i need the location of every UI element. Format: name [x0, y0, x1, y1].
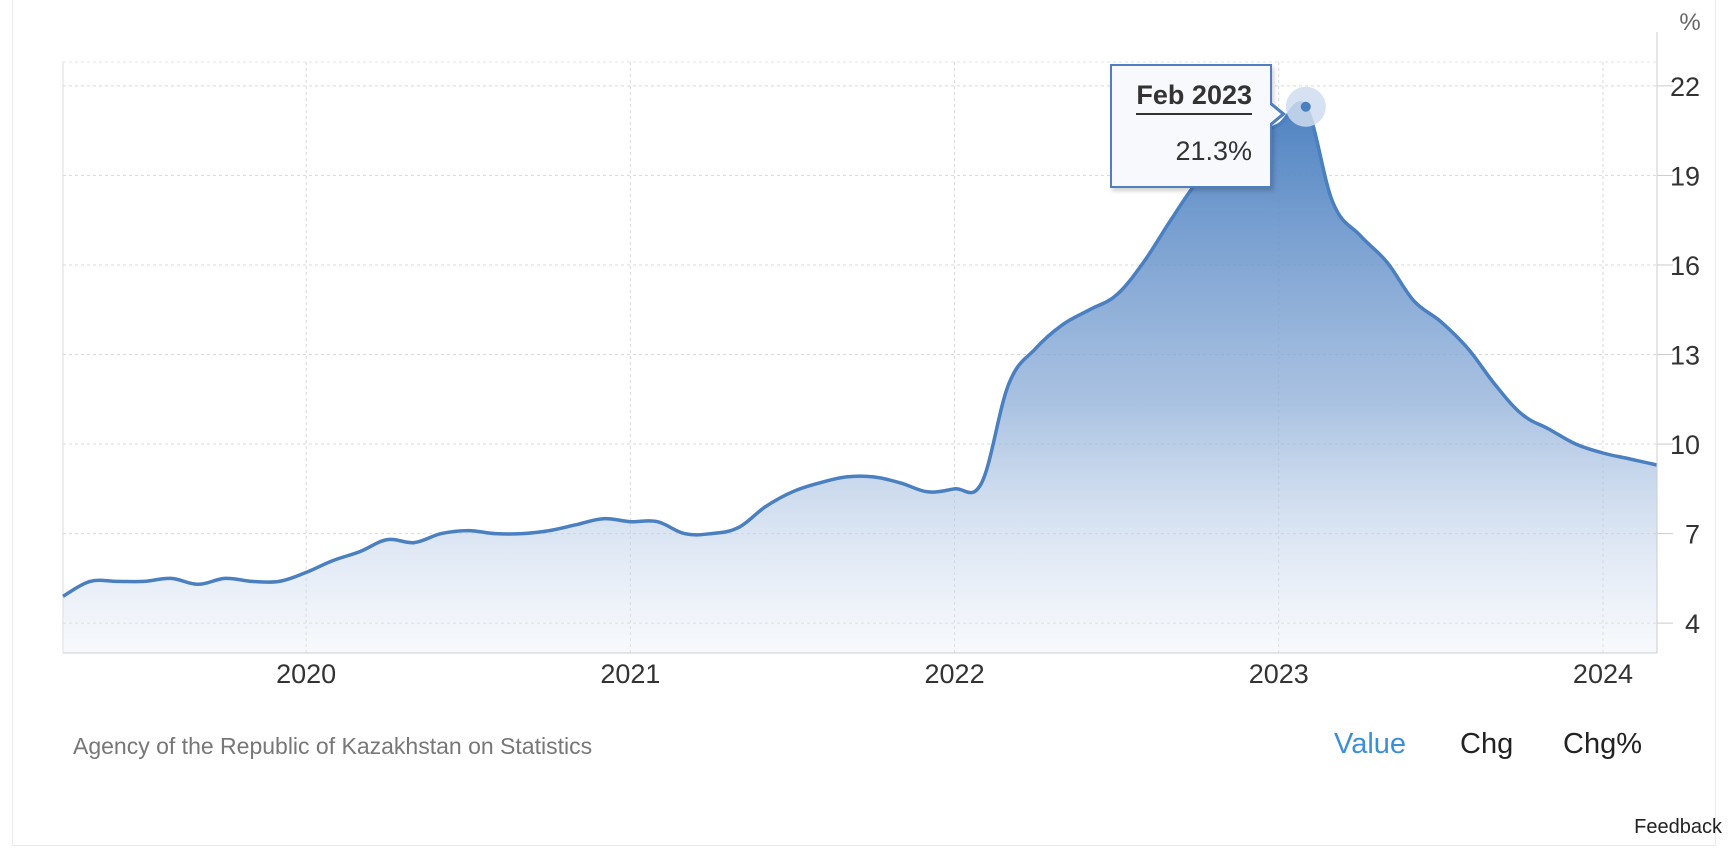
y-tick-label: 19: [1670, 161, 1700, 191]
y-tick-label: 10: [1670, 430, 1700, 460]
marker-layer[interactable]: [1285, 86, 1326, 127]
source-label: Agency of the Republic of Kazakhstan on …: [73, 733, 593, 759]
x-tick-label: 2024: [1573, 659, 1633, 689]
tooltip-value: 21.3%: [1175, 136, 1252, 166]
tooltip-pointer-inner: [1269, 104, 1281, 124]
highlight-point[interactable]: [1300, 101, 1311, 112]
area-layer: [62, 101, 1658, 654]
x-tick-label: 2023: [1249, 659, 1309, 689]
series-area: [63, 102, 1657, 654]
mode-chg-percent-button[interactable]: Chg%: [1563, 728, 1642, 760]
mode-chg-button[interactable]: Chg: [1460, 728, 1514, 760]
x-tick-label: 2021: [600, 659, 660, 689]
feedback-link[interactable]: Feedback: [1634, 816, 1722, 838]
y-tick-label: 16: [1670, 251, 1700, 281]
chart-frame: [12, 0, 1716, 846]
x-tick-label: 2020: [276, 659, 336, 689]
y-tick-label: 22: [1670, 72, 1700, 102]
unit-label: %: [1679, 9, 1700, 36]
tooltip: Feb 2023 21.3%: [1110, 64, 1272, 188]
y-tick-label: 13: [1670, 341, 1700, 371]
y-tick-label: 4: [1685, 609, 1700, 639]
series-line: [62, 101, 1658, 598]
y-tick-label: 7: [1685, 520, 1700, 550]
x-tick-label: 2022: [925, 659, 985, 689]
axis-layer: 4 7 10 13 16 19 22% 2020 2021 2022 2023 2024: [63, 9, 1701, 689]
mode-value-button[interactable]: Value: [1334, 728, 1407, 760]
tooltip-date: Feb 2023: [1136, 80, 1252, 115]
